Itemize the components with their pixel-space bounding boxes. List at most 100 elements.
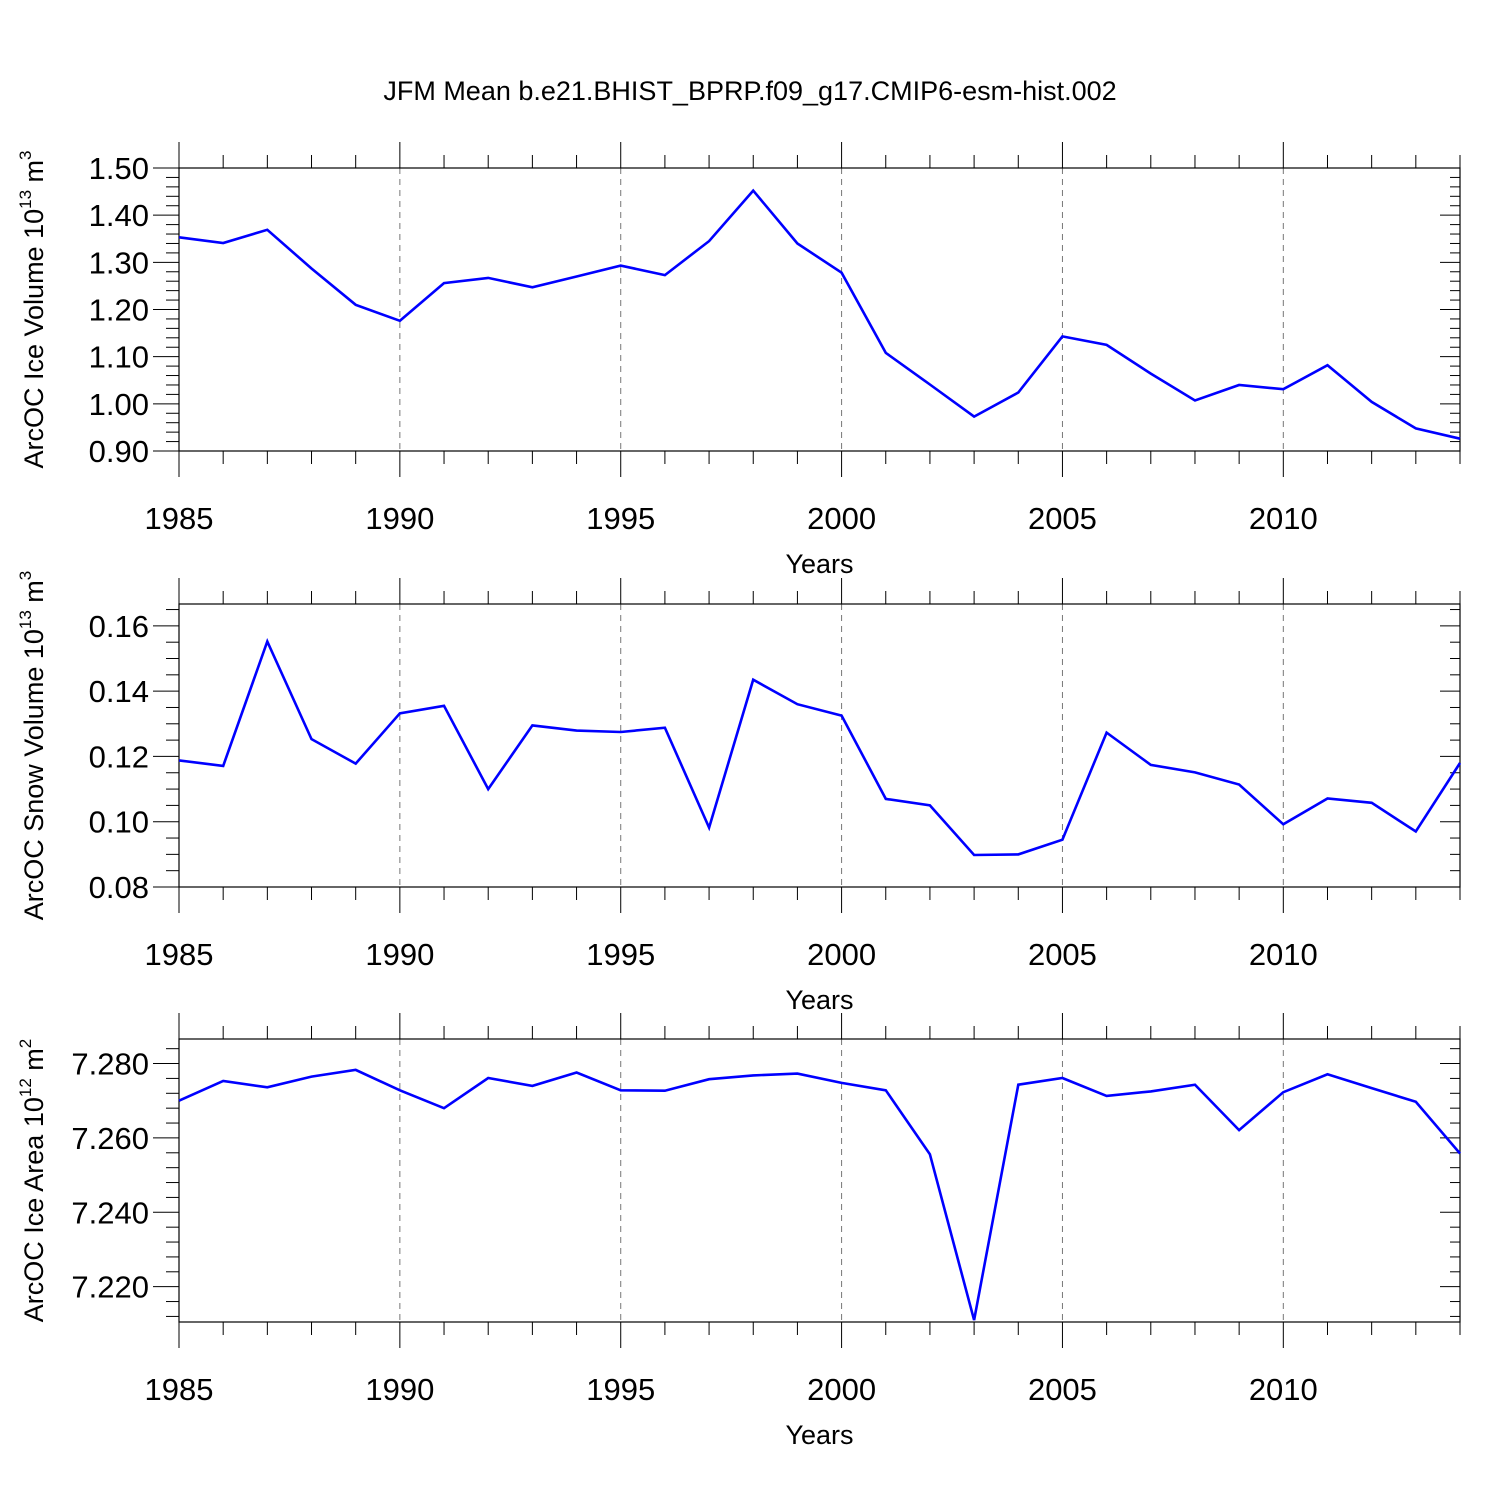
data-point [1280, 821, 1286, 827]
data-point [1369, 1085, 1375, 1091]
x-tick-label: 1990 [365, 1372, 434, 1407]
data-point [176, 757, 182, 763]
x-tick-label: 2000 [807, 937, 876, 972]
data-point [971, 1317, 977, 1323]
data-point [618, 1087, 624, 1093]
data-point [1148, 762, 1154, 768]
data-point [1192, 398, 1198, 404]
x-tick-label: 1985 [145, 501, 214, 536]
data-point [397, 1087, 403, 1093]
x-tick-label: 2010 [1249, 501, 1318, 536]
y-tick-label: 0.16 [89, 609, 149, 644]
y-axis-title: ArcOC Ice Area 1012 m2 [16, 1039, 49, 1323]
data-point [353, 761, 359, 767]
data-point [883, 796, 889, 802]
x-tick-label: 1995 [586, 1372, 655, 1407]
data-point [1280, 1089, 1286, 1095]
data-point [1192, 1082, 1198, 1088]
data-point [883, 1087, 889, 1093]
data-point [220, 1078, 226, 1084]
x-tick-label: 2010 [1249, 1372, 1318, 1407]
data-point [1236, 382, 1242, 388]
data-point [441, 703, 447, 709]
data-point [1457, 760, 1463, 766]
plot-frame [178, 1038, 1461, 1323]
data-point [706, 1076, 712, 1082]
chart-panel-ice-volume: 0.90 1.00 1.10 1.20 1.30 1.40 1.50 1985 1990 1995… [16, 142, 1463, 579]
x-tick-label: 1985 [145, 937, 214, 972]
data-point [485, 1075, 491, 1081]
data-point [574, 273, 580, 279]
data-point [309, 265, 315, 271]
y-tick-label: 1.00 [89, 387, 149, 422]
data-point [1059, 1075, 1065, 1081]
data-point [839, 270, 845, 276]
data-point [618, 263, 624, 269]
data-point [662, 272, 668, 278]
y-tick-label: 1.10 [89, 340, 149, 375]
data-point [706, 238, 712, 244]
x-tick-label: 1990 [365, 937, 434, 972]
data-point [1104, 342, 1110, 348]
data-point [1015, 390, 1021, 396]
data-point [927, 381, 933, 387]
y-tick-label: 0.12 [89, 739, 149, 774]
x-tick-label: 1995 [586, 501, 655, 536]
data-point [1059, 837, 1065, 843]
series-line-ice-area [178, 1068, 1461, 1321]
y-tick-label: 1.50 [89, 151, 149, 186]
x-tick-label: 1985 [145, 1372, 214, 1407]
x-tick-label: 2000 [807, 501, 876, 536]
y-tick-label: 1.20 [89, 293, 149, 328]
data-point [441, 280, 447, 286]
data-point [1236, 1127, 1242, 1133]
data-point [264, 1084, 270, 1090]
data-point [794, 701, 800, 707]
y-tick-label: 7.280 [71, 1047, 149, 1082]
data-point [927, 1151, 933, 1157]
data-point [1413, 1099, 1419, 1105]
data-point [397, 710, 403, 716]
y-tick-label: 1.30 [89, 245, 149, 280]
data-point [618, 729, 624, 735]
data-point [574, 728, 580, 734]
data-point [529, 284, 535, 290]
data-point [1413, 829, 1419, 835]
data-point [794, 240, 800, 246]
data-point [441, 1105, 447, 1111]
data-point [353, 1067, 359, 1073]
data-point [750, 1072, 756, 1078]
y-tick-label: 1.40 [89, 198, 149, 233]
x-tick-label: 1995 [586, 937, 655, 972]
data-point [309, 736, 315, 742]
data-point [750, 677, 756, 683]
data-point [353, 302, 359, 308]
x-tick-label: 2005 [1028, 1372, 1097, 1407]
data-point [1324, 796, 1330, 802]
data-point [529, 1083, 535, 1089]
data-point [1148, 1088, 1154, 1094]
y-tick-label: 7.240 [71, 1195, 149, 1230]
data-point [839, 713, 845, 719]
data-point [485, 275, 491, 281]
data-point [1104, 1093, 1110, 1099]
data-point [971, 414, 977, 420]
figure-title: JFM Mean b.e21.BHIST_BPRP.f09_g17.CMIP6-… [383, 76, 1116, 106]
data-point [971, 852, 977, 858]
x-axis-title: Years [785, 549, 853, 579]
data-point [706, 825, 712, 831]
chart-panel-snow-volume: 0.08 0.10 0.12 0.14 0.16 1985 1990 1995 2000 2005… [16, 571, 1463, 1015]
data-point [220, 763, 226, 769]
data-point [1148, 371, 1154, 377]
data-point [839, 1080, 845, 1086]
x-tick-label: 1990 [365, 501, 434, 536]
y-tick-label: 0.08 [89, 870, 149, 905]
data-point [1192, 769, 1198, 775]
data-point [1457, 436, 1463, 442]
data-point [1015, 851, 1021, 857]
data-point [1104, 730, 1110, 736]
data-point [309, 1074, 315, 1080]
data-point [264, 227, 270, 233]
x-tick-label: 2005 [1028, 937, 1097, 972]
